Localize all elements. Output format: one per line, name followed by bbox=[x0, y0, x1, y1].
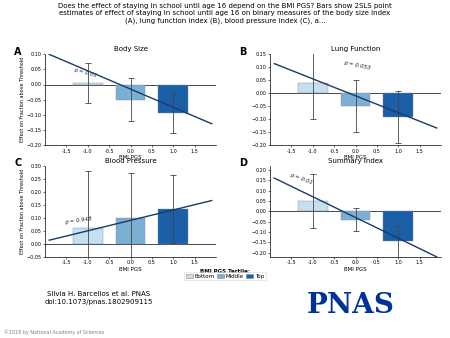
Bar bbox=[116, 84, 145, 100]
Legend: Bottom, Middle, Top: Bottom, Middle, Top bbox=[184, 272, 266, 281]
Y-axis label: Effect on Fraction above Threshold: Effect on Fraction above Threshold bbox=[20, 57, 25, 142]
Text: PNAS: PNAS bbox=[307, 292, 395, 319]
Title: Blood Pressure: Blood Pressure bbox=[105, 158, 156, 164]
Bar bbox=[341, 93, 370, 106]
Text: p = 0.948: p = 0.948 bbox=[64, 217, 92, 225]
Bar bbox=[73, 83, 103, 84]
Text: p = 0.01: p = 0.01 bbox=[73, 67, 97, 78]
Title: Lung Function: Lung Function bbox=[331, 46, 380, 52]
Y-axis label: Effect on Fraction above Threshold: Effect on Fraction above Threshold bbox=[20, 169, 25, 254]
Bar bbox=[383, 93, 413, 117]
X-axis label: BMI PGS: BMI PGS bbox=[344, 155, 367, 160]
Text: p = 0.01: p = 0.01 bbox=[289, 172, 313, 185]
Text: C: C bbox=[14, 158, 22, 168]
X-axis label: BMI PGS: BMI PGS bbox=[344, 267, 367, 272]
Bar bbox=[73, 228, 103, 244]
Text: p = 0.053: p = 0.053 bbox=[343, 60, 370, 71]
Text: A: A bbox=[14, 47, 22, 57]
Bar bbox=[116, 218, 145, 244]
Text: B: B bbox=[239, 47, 247, 57]
Bar bbox=[383, 211, 413, 241]
Title: Summary Index: Summary Index bbox=[328, 158, 383, 164]
Title: Body Size: Body Size bbox=[113, 46, 148, 52]
Bar bbox=[158, 209, 188, 244]
Text: D: D bbox=[239, 158, 247, 168]
X-axis label: BMI PGS: BMI PGS bbox=[119, 155, 142, 160]
Text: ©2018 by National Academy of Sciences: ©2018 by National Academy of Sciences bbox=[4, 329, 105, 335]
Bar bbox=[158, 84, 188, 114]
Bar bbox=[341, 211, 370, 220]
Text: Silvia H. Barcellos et al. PNAS
doi:10.1073/pnas.1802909115: Silvia H. Barcellos et al. PNAS doi:10.1… bbox=[45, 291, 153, 305]
Text: BMI PGS Tertile:: BMI PGS Tertile: bbox=[200, 269, 250, 274]
Bar bbox=[298, 201, 328, 211]
X-axis label: BMI PGS: BMI PGS bbox=[119, 267, 142, 272]
Text: Does the effect of staying in school until age 16 depend on the BMI PGS? Bars sh: Does the effect of staying in school unt… bbox=[58, 3, 392, 24]
Bar bbox=[298, 83, 328, 93]
